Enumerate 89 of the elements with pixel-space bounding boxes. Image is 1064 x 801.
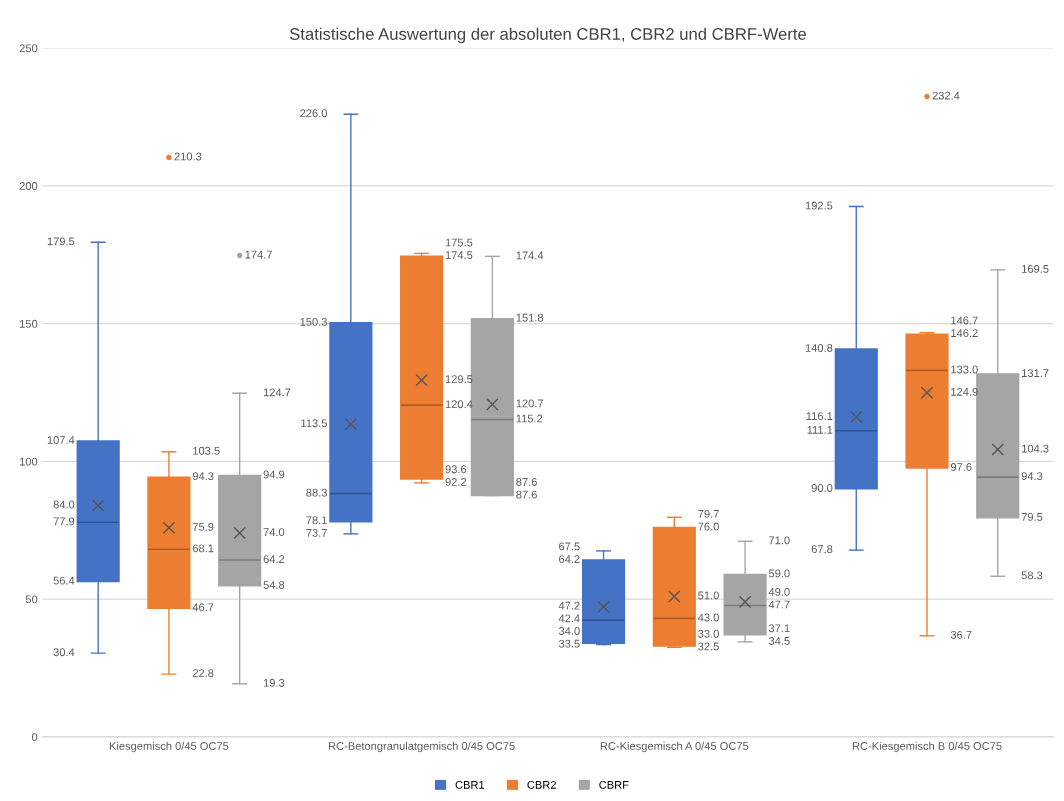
annotation: 133.0 (951, 365, 978, 374)
annotation: 124.7 (263, 388, 291, 397)
annotation: 150.3 (300, 317, 327, 326)
x-tick-label: RC-Kiesgemisch B 0/45 OC75 (852, 741, 1002, 753)
annotation: 49.0 (768, 587, 790, 596)
annotation: 54.8 (263, 581, 285, 589)
annotation: 34.5 (768, 636, 790, 645)
annotation: 94.3 (192, 472, 214, 481)
annotation: 107.4 (47, 436, 75, 444)
annotation: 116.1 (806, 412, 833, 420)
annotation: 146.7 (951, 316, 978, 325)
annotation: 120.4 (445, 400, 473, 409)
annotation: 175.5 (445, 238, 473, 247)
y-tick-label: 200 (19, 182, 38, 190)
annotation: 174.4 (516, 251, 544, 260)
annotation: 94.3 (1021, 472, 1043, 481)
annotation: 140.8 (805, 344, 833, 352)
annotation: 71.0 (769, 536, 790, 545)
annotation: 43.0 (697, 613, 719, 622)
annotation: 88.3 (306, 488, 327, 497)
annotation: 30.4 (53, 648, 75, 657)
annotation: 78.1 (306, 516, 327, 525)
annotation: 46.7 (192, 603, 214, 612)
legend-label: CBR2 (527, 780, 556, 789)
annotation: 111.1 (807, 426, 833, 434)
annotation: 104.3 (1022, 444, 1049, 453)
annotation: 58.3 (1021, 571, 1043, 580)
y-tick-label: 50 (25, 595, 38, 604)
annotation: 179.5 (47, 237, 75, 246)
annotation: 146.2 (951, 329, 978, 338)
annotation: 33.0 (698, 629, 719, 638)
annotation: 36.7 (950, 630, 972, 639)
annotation: 47.7 (768, 600, 790, 609)
annotation: 192.5 (805, 201, 833, 210)
annotation: 37.1 (768, 624, 790, 633)
annotation: 84.0 (53, 500, 75, 509)
annotation: 47.2 (558, 601, 580, 610)
annotation: 151.8 (516, 313, 544, 322)
annotation: 34.0 (558, 627, 580, 635)
annotation: 120.7 (516, 399, 544, 408)
annotation: 129.5 (445, 375, 473, 384)
annotation: 67.5 (559, 542, 580, 551)
annotation: 210.3 (174, 152, 202, 161)
annotation: 56.4 (53, 576, 75, 585)
annotation: 97.6 (950, 463, 972, 471)
annotation: 124.9 (951, 387, 978, 396)
annotation: 90.0 (811, 484, 833, 492)
annotation: 87.6 (516, 477, 537, 486)
x-tick-label: RC-Betongranulatgemisch 0/45 OC75 (328, 741, 515, 753)
legend-label: CBRF (599, 780, 629, 789)
annotation: 94.9 (263, 470, 285, 479)
annotation: 73.7 (306, 528, 327, 537)
annotation: 33.5 (558, 639, 580, 648)
y-tick-label: 150 (20, 319, 38, 328)
annotation: 75.9 (192, 522, 214, 531)
annotation: 93.6 (445, 465, 467, 474)
annotation: 226.0 (300, 109, 328, 118)
annotation: 74.0 (263, 528, 285, 536)
annotation: 51.0 (698, 591, 719, 600)
annotation: 131.7 (1022, 369, 1049, 378)
annotation: 113.5 (301, 419, 327, 428)
annotation: 42.4 (558, 614, 580, 623)
legend-label: CBR1 (455, 780, 485, 789)
annotation: 174.5 (445, 251, 473, 260)
annotation: 79.7 (698, 509, 719, 518)
annotation: 115.2 (516, 414, 543, 423)
y-tick-label: 250 (19, 44, 38, 53)
annotation: 68.1 (192, 544, 214, 553)
annotation: 32.5 (698, 642, 719, 651)
annotation: 59.0 (768, 569, 790, 578)
annotation: 232.4 (932, 91, 960, 100)
x-tick-label: Kiesgemisch 0/45 OC75 (109, 741, 229, 753)
annotation: 79.5 (1021, 512, 1043, 521)
x-tick-label: RC-Kiesgemisch A 0/45 OC75 (600, 741, 749, 753)
annotation: 67.8 (811, 545, 833, 554)
annotation: 103.5 (193, 446, 220, 455)
annotation: 92.2 (445, 477, 467, 486)
annotation: 87.6 (516, 490, 537, 499)
annotation: 169.5 (1022, 264, 1049, 273)
y-tick-label: 100 (20, 457, 38, 466)
chart-title: Statistische Auswertung der absoluten CBR1, CBR2 und CBRF-Werte (289, 27, 806, 44)
annotation: 77.9 (53, 517, 75, 526)
annotation: 174.7 (245, 250, 272, 259)
annotation: 19.3 (263, 678, 285, 687)
annotation: 76.0 (698, 522, 719, 531)
annotation: 64.2 (559, 555, 580, 563)
annotation: 22.8 (192, 669, 214, 678)
annotation: 64.2 (263, 555, 285, 563)
y-tick-label: 0 (31, 733, 38, 742)
